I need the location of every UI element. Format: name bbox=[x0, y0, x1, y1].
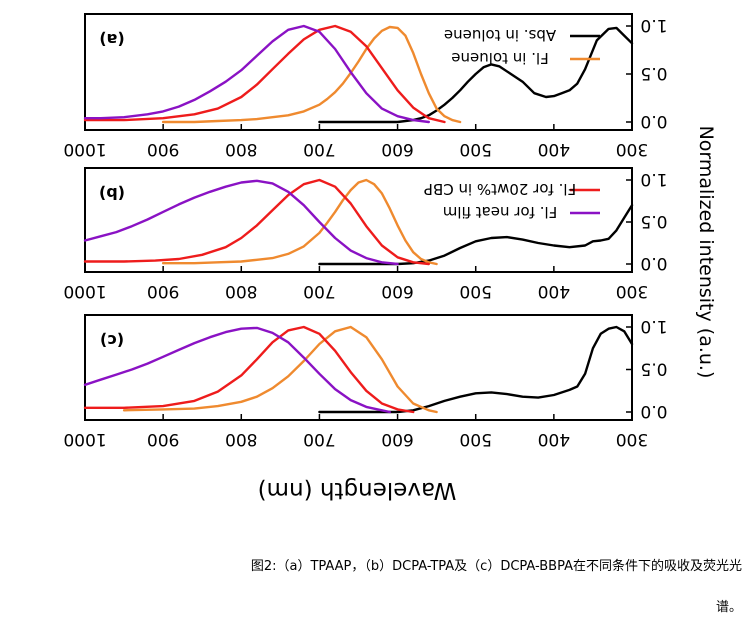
x-tick-label: 300 bbox=[616, 429, 648, 449]
x-tick-label: 300 bbox=[616, 139, 648, 159]
x-tick-label: 700 bbox=[303, 281, 335, 301]
series-line-3 bbox=[83, 325, 415, 414]
y-tick-label: 0.0 bbox=[640, 401, 667, 421]
x-tick-label: 400 bbox=[538, 139, 570, 159]
plot-frame bbox=[84, 13, 633, 131]
x-tick-label: 1000 bbox=[63, 281, 106, 301]
x-tick-label: 600 bbox=[381, 139, 413, 159]
y-tick-label: 0.5 bbox=[640, 211, 667, 231]
series-line-2 bbox=[161, 178, 438, 266]
panel-1: 1000 900 800 700 600 500 400 300 0.0 0.5 1.0 (a) Abs… bbox=[63, 13, 668, 159]
x-tick-label: 700 bbox=[303, 139, 335, 159]
legend-label: Abs. in toluene bbox=[444, 26, 556, 44]
x-tick-label: 800 bbox=[225, 281, 257, 301]
x-tick-label: 500 bbox=[459, 139, 491, 159]
series-line-1 bbox=[318, 325, 634, 414]
plot-frame bbox=[84, 167, 633, 273]
series-line-4 bbox=[83, 24, 430, 124]
y-tick-label: 1.0 bbox=[640, 169, 667, 189]
x-tick-label: 900 bbox=[147, 281, 179, 301]
x-tick-label: 700 bbox=[303, 429, 335, 449]
y-tick-label: 1.0 bbox=[640, 316, 667, 336]
legend-label: Fl. in toluene bbox=[451, 49, 548, 67]
y-tick-label: 0.5 bbox=[640, 359, 667, 379]
chart-panels: 1000 900 800 700 600 500 400 300 0.0 0.5 1.0 (a) Abs… bbox=[63, 13, 668, 449]
x-tick-label: 400 bbox=[538, 281, 570, 301]
y-tick-label: 0.0 bbox=[640, 253, 667, 273]
series-line-3 bbox=[83, 178, 430, 266]
plot-frame bbox=[84, 314, 633, 421]
x-tick-label: 800 bbox=[225, 429, 257, 449]
x-tick-label: 600 bbox=[381, 281, 413, 301]
x-tick-label: 900 bbox=[147, 429, 179, 449]
y-tick-label: 0.0 bbox=[640, 111, 667, 131]
series-line-4 bbox=[83, 326, 391, 414]
x-tick-label: 800 bbox=[225, 139, 257, 159]
panel-label: (a) bbox=[99, 30, 124, 49]
x-tick-label: 400 bbox=[538, 429, 570, 449]
figure-canvas: 1000 900 800 700 600 500 400 300 0.0 0.5 1.0 (a) Abs… bbox=[63, 13, 717, 503]
x-axis-label: Wavelength (nm) bbox=[258, 477, 457, 503]
x-tick-label: 1000 bbox=[63, 139, 106, 159]
panel-label: (c) bbox=[100, 331, 124, 350]
y-tick-label: 1.0 bbox=[640, 15, 667, 35]
y-axis-label: Normalized intensity (a.u.) bbox=[695, 126, 717, 379]
x-tick-label: 900 bbox=[147, 139, 179, 159]
x-tick-label: 500 bbox=[459, 281, 491, 301]
legend-label: Fl. for neat film bbox=[443, 203, 558, 221]
series-line-3 bbox=[83, 24, 446, 124]
series-line-2 bbox=[161, 25, 462, 124]
x-tick-label: 500 bbox=[459, 429, 491, 449]
panel-label: (b) bbox=[99, 184, 125, 203]
legend-label: Fl. for 20wt% in CBP bbox=[424, 180, 576, 198]
figure-caption-line1: 图2:（a）TPAAP，（b）DCPA-TPA及（c）DCPA-BBPA在不同条… bbox=[250, 559, 742, 574]
y-tick-label: 0.5 bbox=[640, 63, 667, 83]
figure-caption-line2: 谱。 bbox=[715, 600, 742, 615]
series-line-4 bbox=[83, 179, 399, 266]
panel-3: 1000 900 800 700 600 500 400 300 0.0 0.5 1.0 (c) bbox=[63, 314, 668, 449]
panel-2: 1000 900 800 700 600 500 400 300 0.0 0.5 1.0 (b) Fl.… bbox=[63, 167, 668, 301]
series-line-2 bbox=[122, 325, 438, 414]
x-tick-label: 300 bbox=[616, 281, 648, 301]
x-tick-label: 1000 bbox=[63, 429, 106, 449]
x-tick-label: 600 bbox=[381, 429, 413, 449]
